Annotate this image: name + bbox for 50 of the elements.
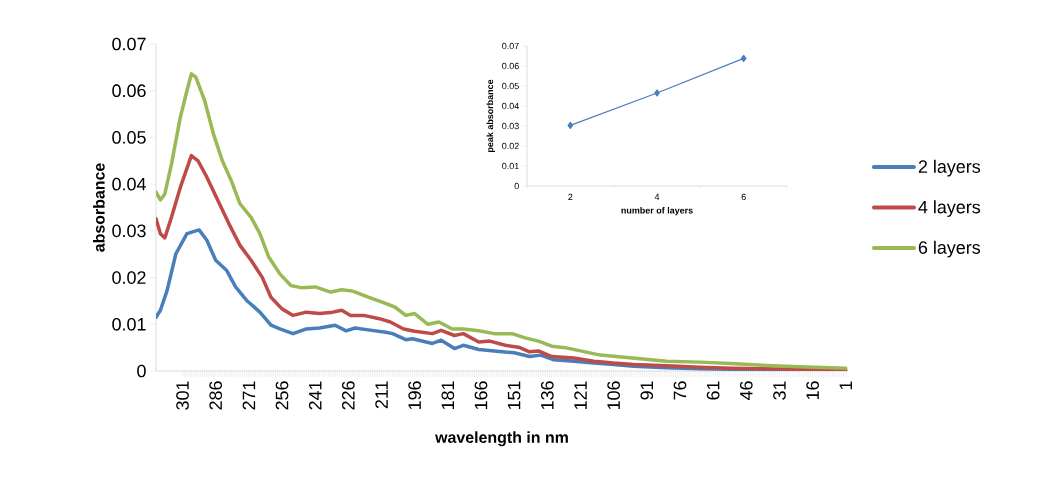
y-tick-label: 0.02 xyxy=(502,142,519,150)
x-tick-label: 181 xyxy=(441,381,455,410)
x-tick-label: 46 xyxy=(739,381,753,401)
point xyxy=(740,54,747,62)
x-tick-label: 211 xyxy=(375,381,388,409)
x-tick-label: 61 xyxy=(706,381,720,400)
x-tick-label: 196 xyxy=(408,381,422,410)
y-tick-label: 0.01 xyxy=(502,162,519,170)
x-tick-label: 16 xyxy=(806,381,819,400)
x-tick-label: 226 xyxy=(341,381,355,410)
y-tick-label: 0.03 xyxy=(112,224,146,238)
x-tick-label: 1 xyxy=(839,381,852,390)
y-tick-label: 0.06 xyxy=(502,62,519,70)
x-tick-label: 166 xyxy=(474,381,488,410)
x-axis-title: wavelength in nm xyxy=(435,431,568,447)
x-tick-label: 151 xyxy=(507,381,521,410)
x-tick-label: 91 xyxy=(640,381,654,400)
x-tick-label: 6 xyxy=(741,193,746,201)
y-axis-title: absorbance xyxy=(93,163,105,252)
y-tick-label: 0.03 xyxy=(502,122,519,130)
y-tick-label: 0.05 xyxy=(502,82,519,90)
x-tick-label: 271 xyxy=(242,381,256,410)
y-tick-label: 0.07 xyxy=(502,42,519,50)
y-tick-label: 0.04 xyxy=(112,177,146,191)
y-axis-title: peak absorbance xyxy=(486,79,495,153)
x-tick-label: 286 xyxy=(209,381,223,410)
x-tick-label: 241 xyxy=(308,381,322,410)
legend-label: 2 layers xyxy=(918,159,981,177)
x-tick-label: 2 xyxy=(568,193,573,201)
point xyxy=(567,121,574,129)
x-tick-label: 4 xyxy=(654,193,660,200)
y-tick-label: 0 xyxy=(137,364,146,378)
x-tick-label: 76 xyxy=(673,381,687,400)
y-tick-label: 0.06 xyxy=(112,84,146,98)
legend-label: 4 layers xyxy=(918,200,981,217)
y-tick-label: 0.02 xyxy=(112,271,146,284)
x-tick-label: 256 xyxy=(275,381,289,410)
y-tick-label: 0 xyxy=(514,182,519,190)
x-tick-label: 106 xyxy=(607,381,620,410)
y-tick-label: 0.07 xyxy=(112,37,146,51)
x-tick-label: 31 xyxy=(773,381,786,400)
x-tick-label: 136 xyxy=(540,381,554,410)
legend-label: 6 layers xyxy=(918,240,981,258)
x-tick-label: 301 xyxy=(176,381,189,410)
y-tick-label: 0.01 xyxy=(112,317,146,331)
y-tick-label: 0.05 xyxy=(112,131,146,144)
point xyxy=(654,89,660,97)
x-tick-label: 121 xyxy=(574,381,587,410)
x-axis-title: number of layers xyxy=(621,206,693,216)
y-tick-label: 0.04 xyxy=(502,102,519,110)
